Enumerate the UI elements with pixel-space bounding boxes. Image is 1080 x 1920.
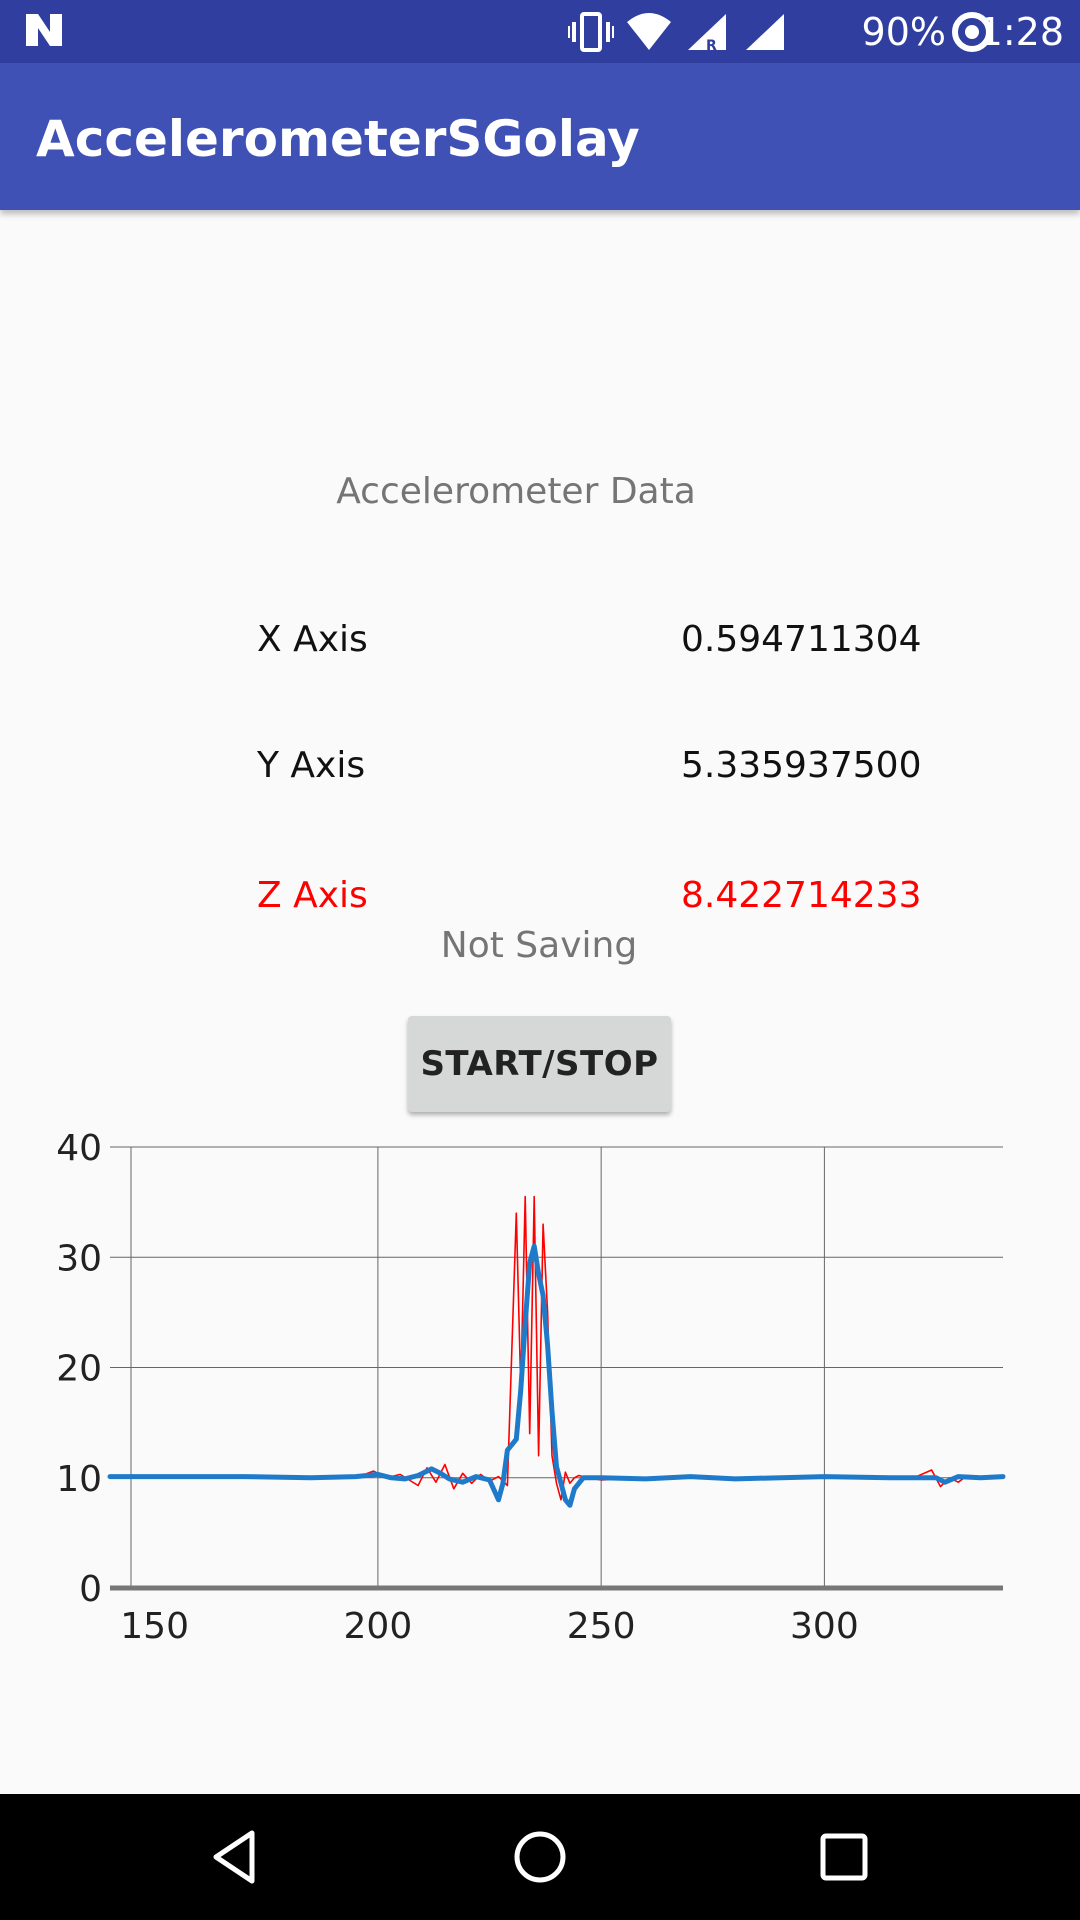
status-time: 1:28	[978, 10, 1064, 54]
start-stop-button[interactable]: START/STOP	[408, 1016, 671, 1112]
data-saver-icon	[952, 12, 992, 52]
z-axis-value: 8.422714233	[681, 875, 922, 916]
x-tick-label: 250	[567, 1606, 636, 1640]
wifi-icon	[627, 13, 671, 50]
x-tick-label: 300	[790, 1606, 859, 1640]
accelerometer-chart: 0 10 20 30 40 150 200 250 300	[56, 1128, 1006, 1640]
back-button[interactable]	[156, 1794, 316, 1920]
home-button[interactable]	[460, 1794, 620, 1920]
back-icon	[213, 1830, 255, 1884]
x-tick-label: 200	[344, 1606, 413, 1640]
x-axis-value: 0.594711304	[681, 619, 922, 660]
recents-button[interactable]	[764, 1794, 924, 1920]
recents-icon	[820, 1833, 868, 1881]
battery-percent: 90%	[861, 10, 946, 54]
status-icons: R	[568, 10, 788, 54]
navigation-bar	[0, 1794, 1080, 1920]
status-bar: R 90% 1:28	[0, 0, 1080, 63]
home-icon	[514, 1831, 566, 1883]
y-axis-label: Y Axis	[257, 745, 366, 786]
section-title: Accelerometer Data	[336, 471, 696, 512]
y-tick-label: 40	[56, 1128, 102, 1169]
x-axis-label: X Axis	[257, 619, 368, 660]
smoothed-series-line	[107, 1243, 1006, 1508]
x-tick-label: 150	[120, 1606, 189, 1640]
notification-n-icon	[26, 14, 62, 46]
app-bar: AccelerometerSGolay	[0, 63, 1080, 210]
y-tick-label: 30	[56, 1238, 102, 1279]
saving-status: Not Saving	[440, 925, 638, 966]
app-title: AccelerometerSGolay	[36, 110, 640, 168]
signal-icon	[746, 14, 784, 50]
y-tick-label: 20	[56, 1349, 102, 1390]
signal-roaming-icon: R	[688, 14, 726, 52]
z-axis-label: Z Axis	[257, 875, 368, 916]
svg-text:R: R	[706, 38, 717, 52]
y-axis-value: 5.335937500	[681, 745, 922, 786]
y-tick-label: 0	[79, 1569, 102, 1610]
vibrate-icon	[568, 12, 614, 52]
y-tick-label: 10	[56, 1459, 102, 1500]
